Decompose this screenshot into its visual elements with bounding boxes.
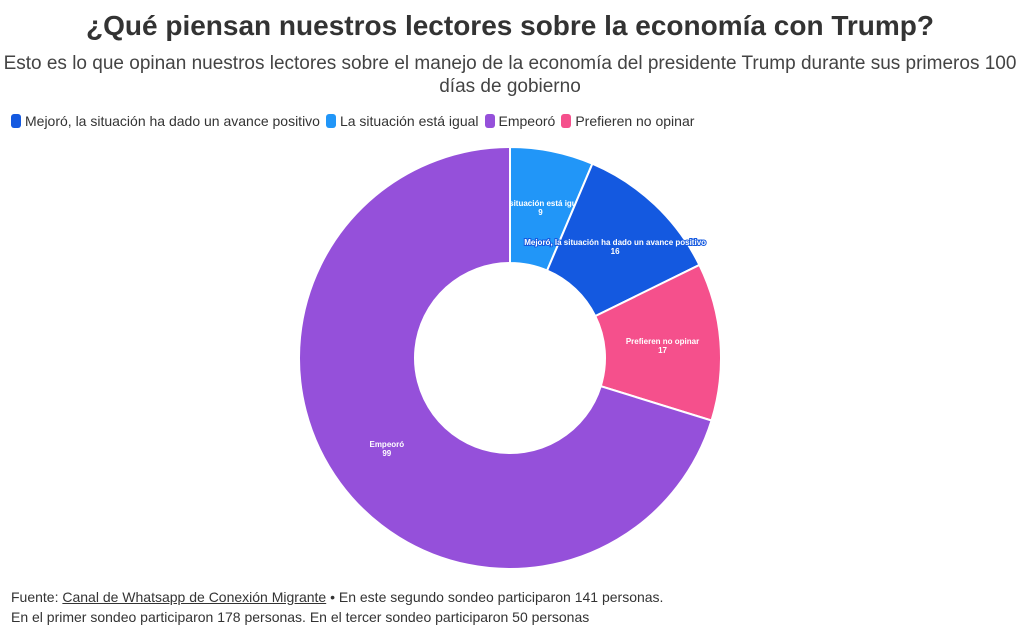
slice-category-label: Prefieren no opinar: [626, 337, 699, 346]
slice-value-label: 9: [538, 208, 543, 217]
legend-swatch: [11, 114, 21, 128]
legend-label: Empeoró: [498, 113, 556, 129]
legend-label: La situación está igual: [339, 113, 479, 129]
legend-swatch: [484, 114, 495, 128]
legend-item[interactable]: La situación está igual: [325, 113, 479, 129]
footer: Fuente: Canal de Whatsapp de Conexión Mi…: [11, 587, 663, 627]
footer-prefix: Fuente:: [11, 589, 63, 605]
source-link[interactable]: Canal de Whatsapp de Conexión Migrante: [62, 589, 327, 605]
slice-category-label: Mejoró, la situación ha dado un avance p…: [524, 238, 706, 247]
slice-category-label: Empeoró: [369, 440, 404, 449]
legend-item[interactable]: Empeoró: [484, 113, 556, 129]
chart-title: ¿Qué piensan nuestros lectores sobre la …: [86, 10, 934, 41]
slice-category-label: La situación está igual: [498, 199, 584, 208]
legend-item[interactable]: Mejoró, la situación ha dado un avance p…: [11, 113, 320, 129]
slice-value-label: 16: [611, 247, 620, 256]
slice-value-label: 17: [658, 346, 667, 355]
legend: Mejoró, la situación ha dado un avance p…: [11, 113, 694, 129]
legend-label: Mejoró, la situación ha dado un avance p…: [25, 113, 320, 129]
footer-line1: • En este segundo sondeo participaron 14…: [326, 589, 664, 605]
legend-label: Prefieren no opinar: [575, 113, 695, 129]
footer-line2: En el primer sondeo participaron 178 per…: [11, 609, 590, 625]
legend-item[interactable]: Prefieren no opinar: [561, 113, 694, 129]
chart-subtitle: Esto es lo que opinan nuestros lectores …: [3, 53, 1017, 97]
legend-swatch: [561, 114, 572, 128]
slice-2[interactable]: [593, 263, 722, 422]
slice-value-label: 99: [382, 449, 391, 458]
legend-swatch: [325, 114, 336, 128]
slice-3[interactable]: [298, 145, 713, 570]
